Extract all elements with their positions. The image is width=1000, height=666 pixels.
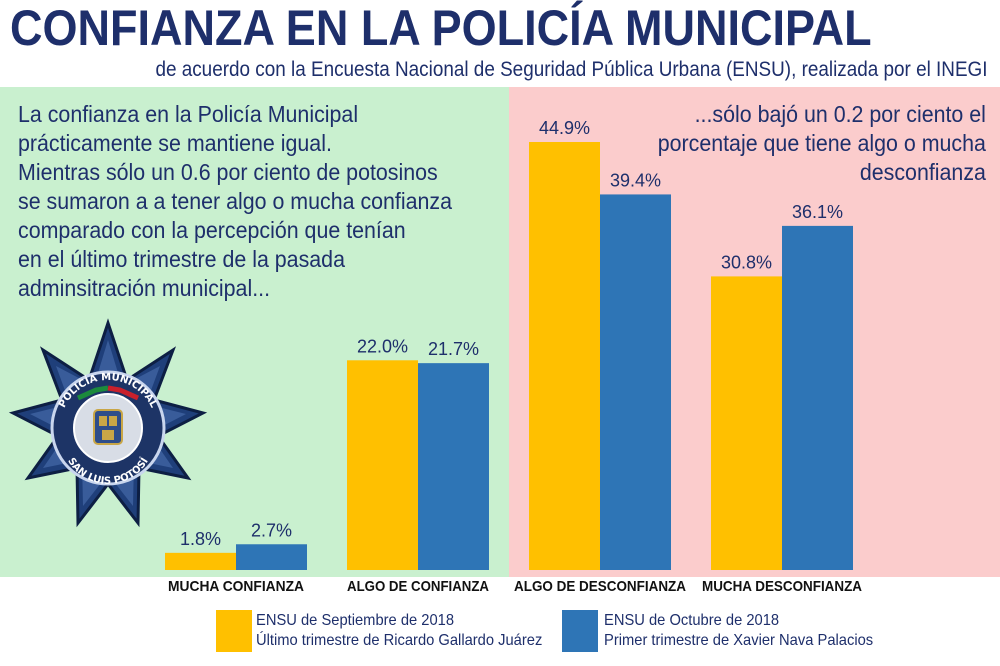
category-label-algo-de-confianza: ALGO DE CONFIANZA [347,578,489,595]
legend-swatch-series-1 [216,610,252,652]
bar-mucha-confianza-series-2 [236,544,307,570]
confidence-note: La confianza en la Policía Municipal prá… [18,101,453,301]
page-title: CONFIANZA EN LA POLICÍA MUNICIPAL [10,0,872,56]
bar-chart: 1.8% 2.7% MUCHA CONFIANZA 22.0% 21.7% ALGO DE… [165,118,862,595]
page-subtitle: de acuerdo con la Encuesta Nacional de S… [155,58,988,81]
data-label-algo-de-desconfianza-series-1: 44.9% [539,118,590,138]
bar-algo-de-confianza-series-1 [347,360,418,570]
data-label-algo-de-confianza-series-1: 22.0% [357,336,408,356]
category-label-algo-de-desconfianza: ALGO DE DESCONFIANZA [514,578,686,595]
legend-series-1-subname: Último trimestre de Ricardo Gallardo Juá… [256,632,543,649]
legend-series-2-name: ENSU de Octubre de 2018 [604,612,780,629]
category-label-mucha-desconfianza: MUCHA DESCONFIANZA [702,578,862,595]
data-label-mucha-confianza-series-2: 2.7% [251,520,292,540]
category-label-mucha-confianza: MUCHA CONFIANZA [168,578,304,595]
legend-series-1-name: ENSU de Septiembre de 2018 [256,612,455,629]
legend-swatch-series-2 [562,610,598,652]
bar-mucha-desconfianza-series-2 [782,225,853,570]
data-label-mucha-desconfianza-series-2: 36.1% [792,202,843,222]
police-badge-logo: POLICÍA MUNICIPAL SAN LUIS POTOSÍ [8,318,208,528]
data-label-algo-de-confianza-series-2: 21.7% [428,339,479,359]
legend-series-2-subname: Primer trimestre de Xavier Nava Palacios [604,632,874,649]
chart-legend: ENSU de Septiembre de 2018 Último trimes… [0,600,1000,660]
bar-algo-de-desconfianza-series-1 [529,142,600,570]
bar-algo-de-desconfianza-series-2 [600,194,671,570]
data-label-mucha-confianza-series-1: 1.8% [180,529,221,549]
data-label-mucha-desconfianza-series-1: 30.8% [721,252,772,272]
bar-algo-de-confianza-series-2 [418,363,489,570]
bar-mucha-confianza-series-1 [165,552,236,570]
distrust-note: ...sólo bajó un 0.2 por ciento el porcen… [657,101,986,185]
data-label-algo-de-desconfianza-series-2: 39.4% [610,170,661,190]
bar-mucha-desconfianza-series-1 [711,276,782,570]
